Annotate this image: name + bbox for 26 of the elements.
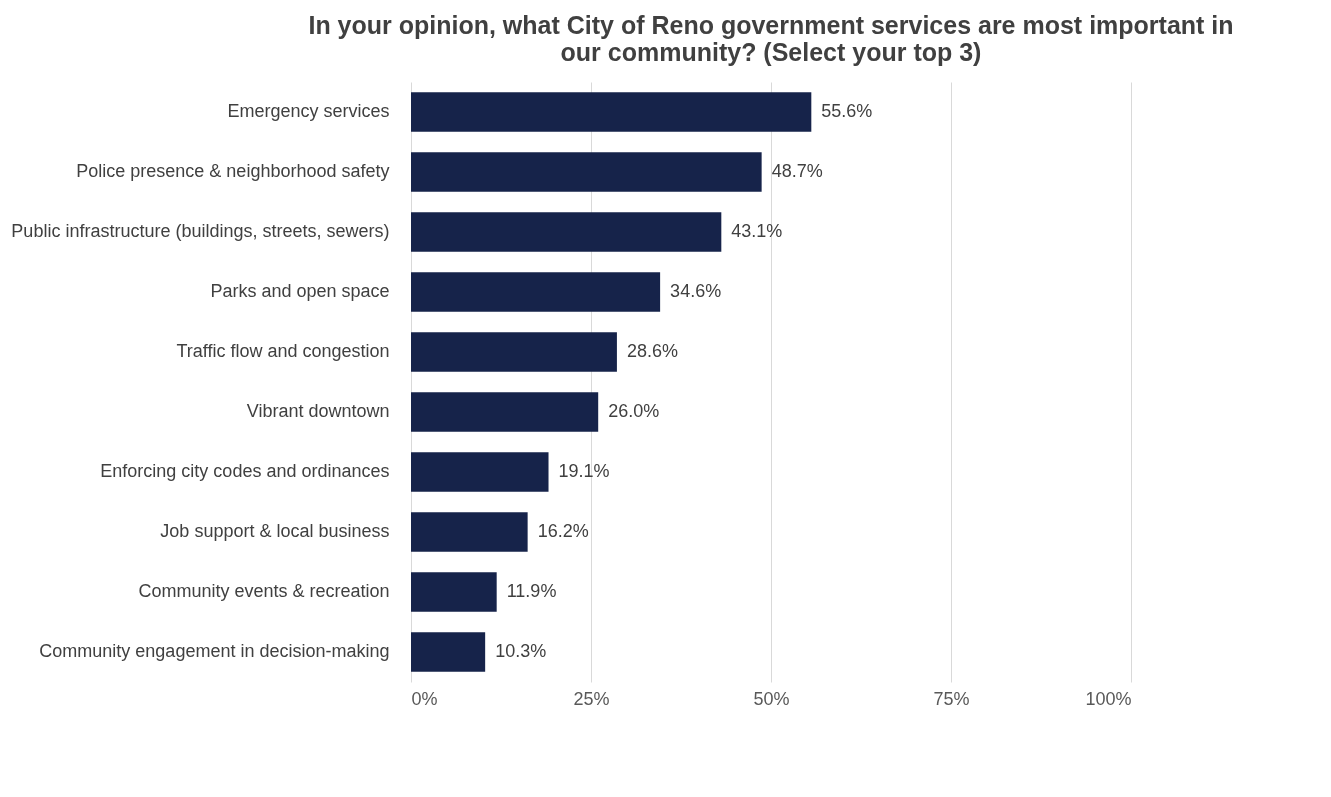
data-label: 16.2% <box>537 521 589 541</box>
x-tick-label: 25% <box>573 688 610 709</box>
x-tick-label: 100% <box>1085 688 1132 709</box>
data-label: 19.1% <box>558 461 610 481</box>
y-tick-label: Enforcing city codes and ordinances <box>100 461 390 481</box>
x-tick-label: 75% <box>933 688 970 709</box>
data-label: 11.9% <box>506 581 557 601</box>
y-tick-label: Job support & local business <box>160 521 390 541</box>
y-tick-label: Vibrant downtown <box>246 401 390 421</box>
x-tick-label: 50% <box>753 688 790 709</box>
data-label: 26.0% <box>608 401 660 421</box>
data-label: 43.1% <box>731 221 783 241</box>
y-tick-label: Traffic flow and congestion <box>176 341 390 361</box>
data-label: 48.7% <box>771 161 823 181</box>
y-tick-label: Public infrastructure (buildings, streets, sewers) <box>11 221 390 241</box>
y-tick-label: Emergency services <box>227 101 390 121</box>
x-tick-label: 0% <box>411 688 438 709</box>
data-label: 10.3% <box>495 641 547 661</box>
y-tick-label: Parks and open space <box>210 281 390 301</box>
data-label: 55.6% <box>821 101 873 121</box>
y-tick-label: Police presence & neighborhood safety <box>76 161 390 181</box>
data-label: 28.6% <box>626 341 678 361</box>
data-label: 34.6% <box>670 281 722 301</box>
y-tick-label: Community events & recreation <box>138 581 390 601</box>
y-tick-label: Community engagement in decision-making <box>39 641 390 661</box>
chart-title: In your opinion, what City of Reno government services are most important in our community? (Select your top 3) <box>308 11 1234 66</box>
